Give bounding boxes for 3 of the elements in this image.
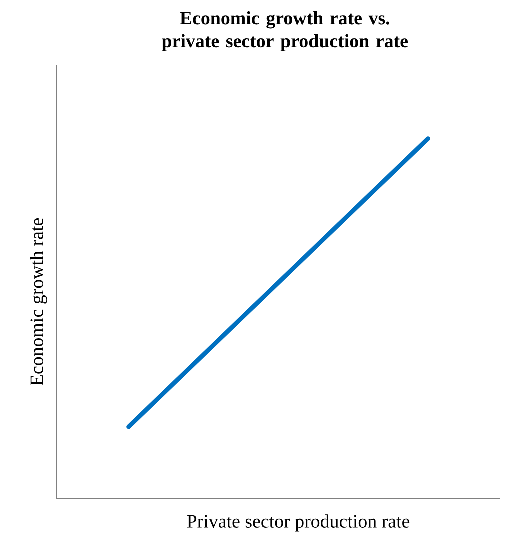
y-axis-title: Economic growth rate	[30, 218, 48, 386]
chart-title: Economic growth rate vs. private sector production rate	[162, 11, 408, 52]
x-axis-title: Private sector production rate	[187, 514, 410, 532]
